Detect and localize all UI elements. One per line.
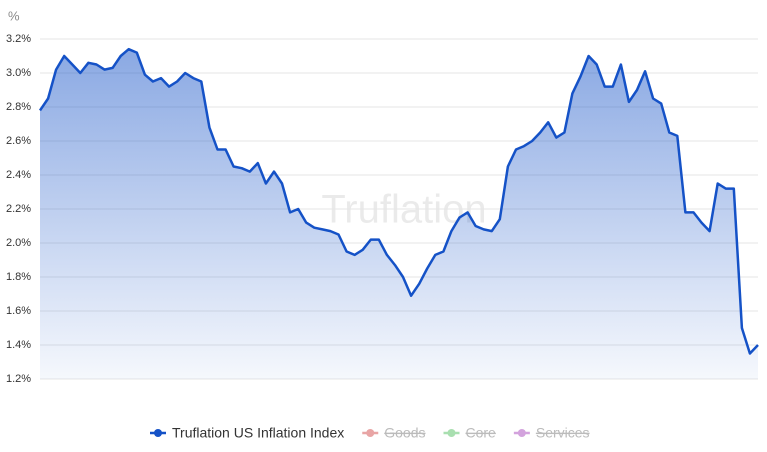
legend-swatch-dot (366, 429, 375, 437)
line (38, 47, 759, 355)
y-tick-label: 3.2% (6, 33, 31, 45)
y-tick-label: 2.0% (6, 237, 31, 249)
y-tick-label: 2.8% (6, 101, 31, 113)
legend-entry[interactable]: Core (466, 425, 497, 441)
area-fill (40, 49, 758, 379)
legend-swatch-dot (154, 429, 162, 437)
y-tick-label: 1.8% (6, 271, 31, 283)
y-tick-label: 2.6% (6, 135, 31, 147)
legend-entry[interactable]: Truflation US Inflation Index (172, 425, 344, 441)
y-tick-label: 2.4% (6, 169, 31, 181)
y-tick-label: 1.6% (6, 305, 31, 317)
y-axis-label: % (8, 8, 20, 23)
legend: Truflation US Inflation Index Goods Core Se… (150, 425, 590, 441)
y-tick-label: 2.2% (6, 203, 31, 215)
legend-entry[interactable]: Goods (384, 425, 425, 441)
y-tick-label: 1.2% (6, 373, 31, 385)
y-tick-label: 3.0% (6, 67, 31, 79)
legend-entry[interactable]: Services (536, 425, 590, 441)
legend-swatch-dot (517, 429, 526, 437)
legend-swatch-dot (447, 429, 456, 437)
y-tick-label: 1.4% (6, 339, 31, 351)
